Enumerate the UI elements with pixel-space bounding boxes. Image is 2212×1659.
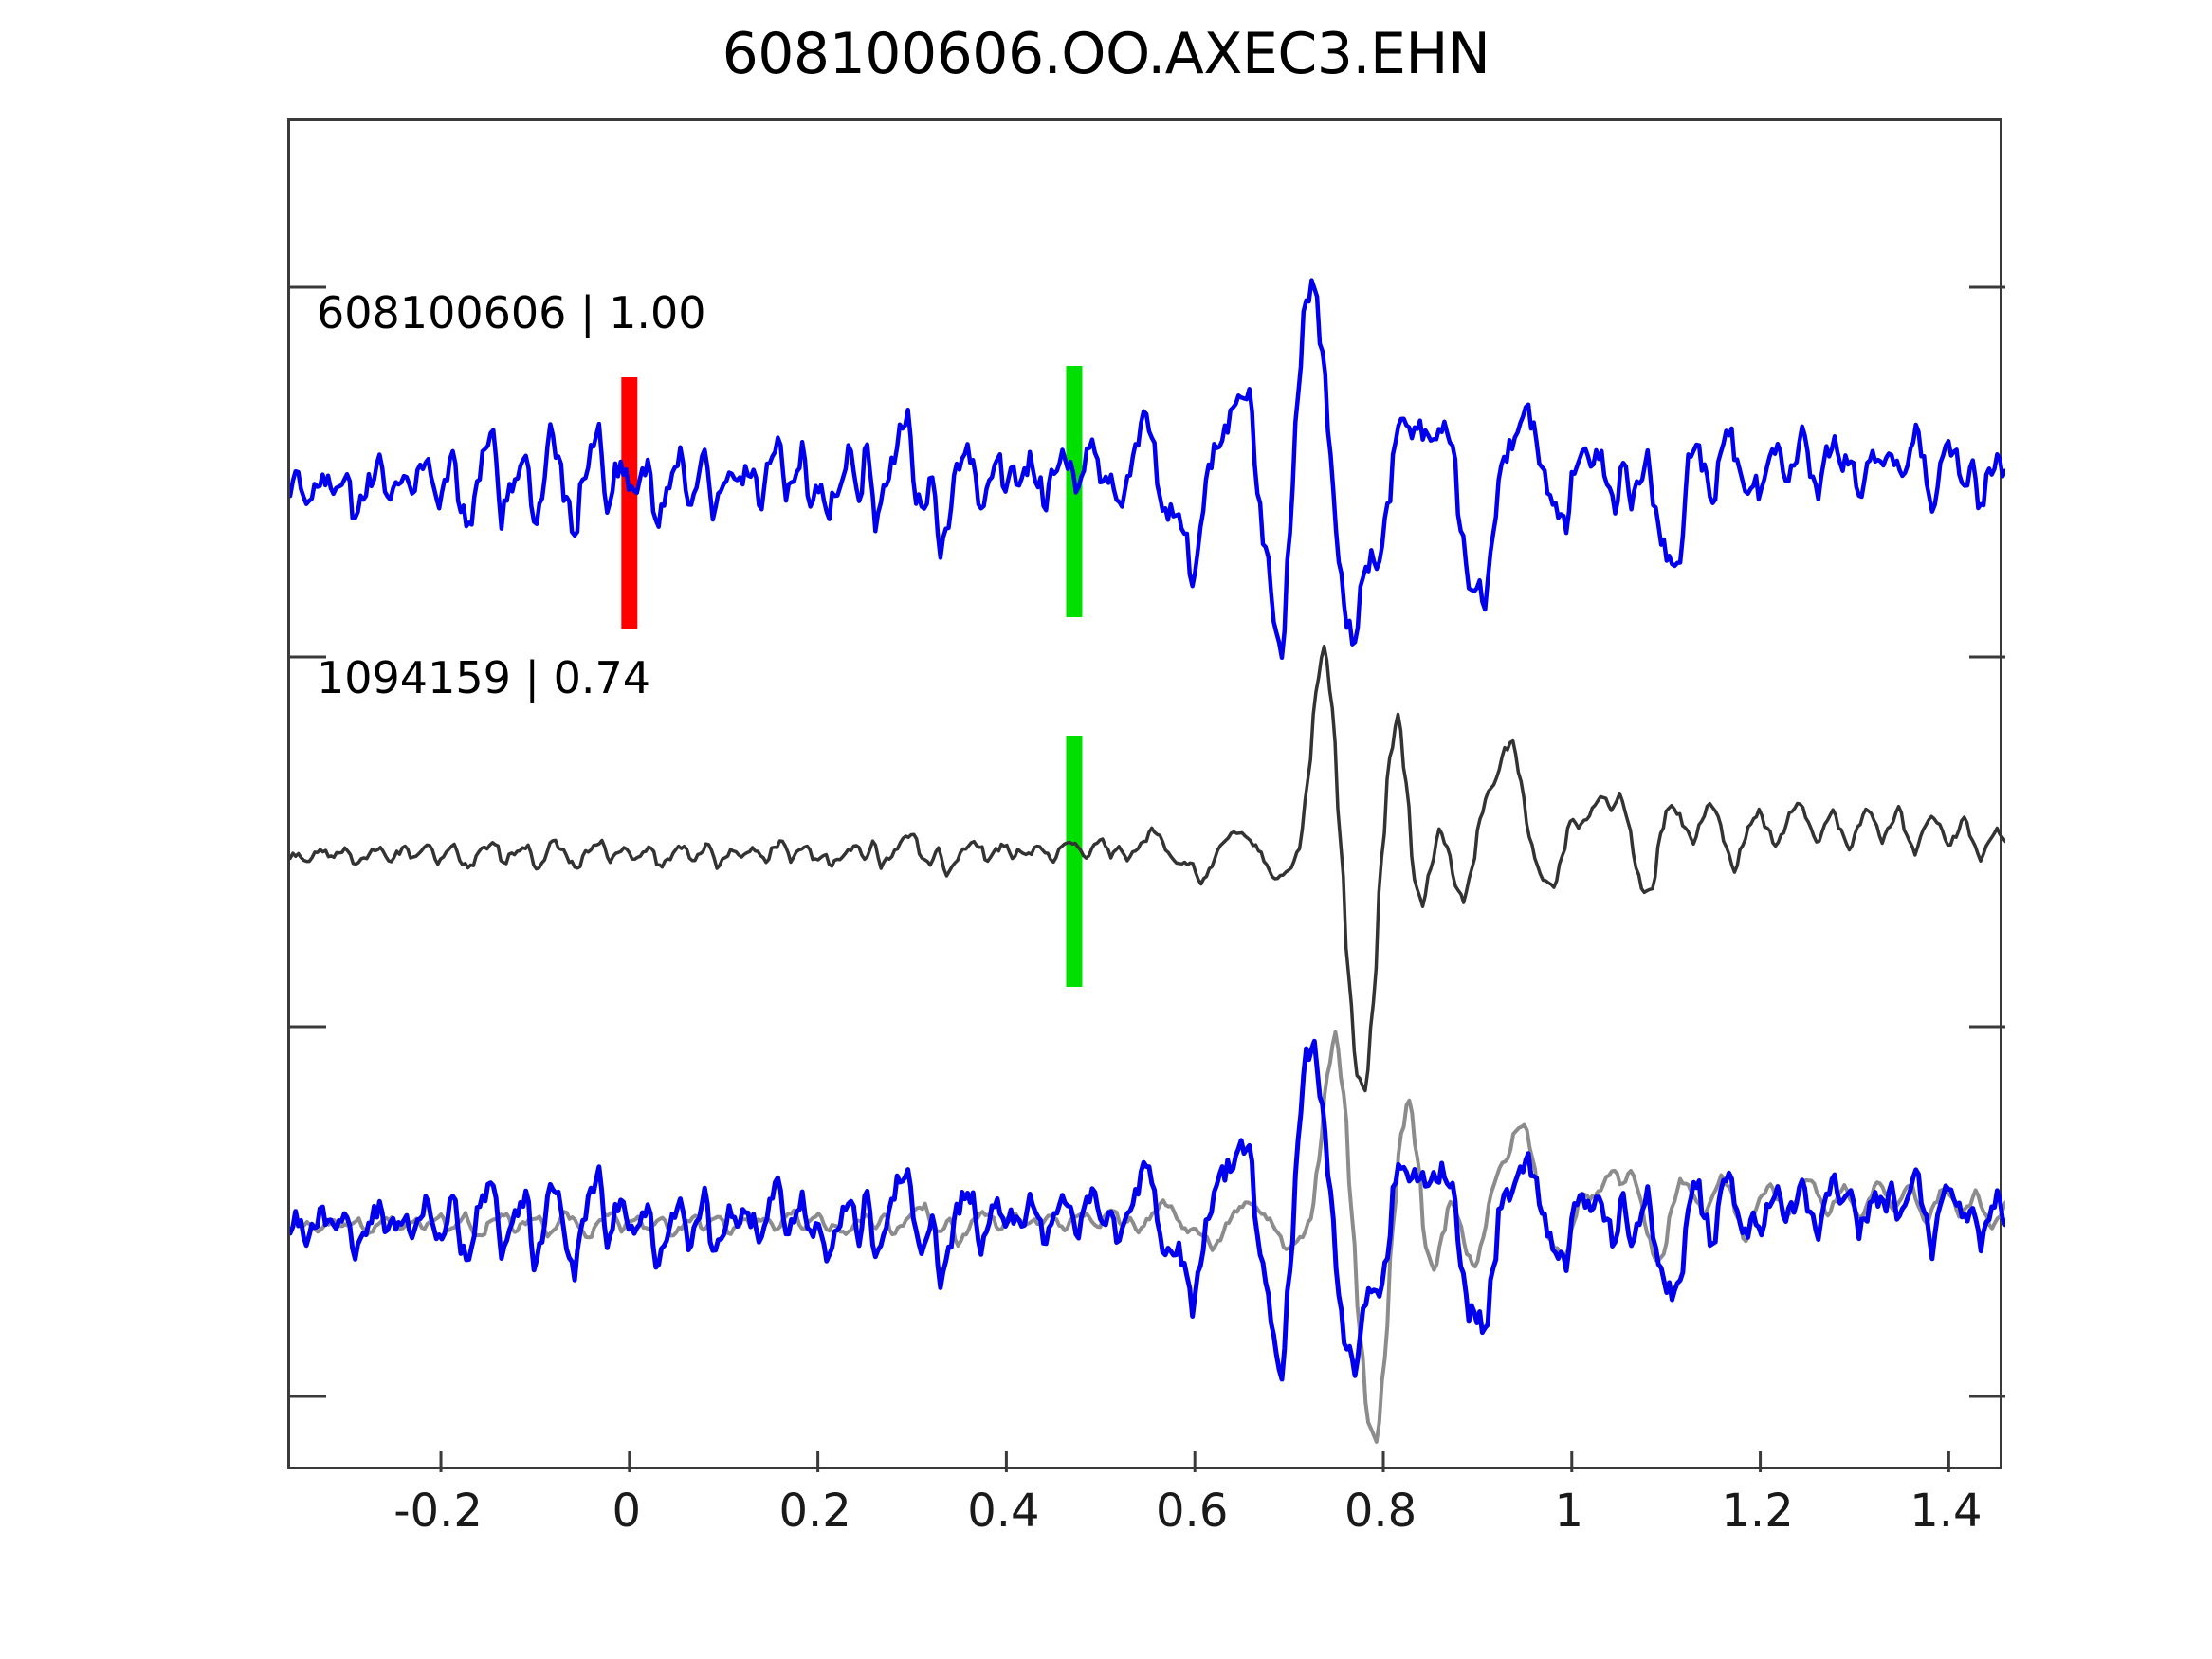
x-tick-label-5: 0.8 [1344,1485,1417,1538]
trace-overlay-blue [290,1038,2005,1382]
trace-label-template: 608100606 | 1.00 [317,287,706,338]
y-axis-ticks [290,285,2005,1398]
trace-template-blue [290,278,2005,661]
x-tick-label-1: 0 [612,1485,642,1538]
x-tick-label-6: 1 [1554,1485,1584,1538]
x-tick-label-7: 1.2 [1721,1485,1794,1538]
trace-label-detection: 1094159 | 0.74 [317,652,651,703]
x-tick-label-8: 1.4 [1910,1485,1983,1538]
page-title: 608100606.OO.AXEC3.EHN [722,21,1490,87]
x-tick-label-2: 0.2 [778,1485,851,1538]
marker-green-pick-mid [1066,736,1083,987]
x-tick-label-0: -0.2 [393,1485,483,1538]
x-tick-label-4: 0.6 [1156,1485,1229,1538]
waveform-canvas [290,278,2005,1472]
marker-red-origin [621,377,638,629]
plot-frame: 608100606 | 1.00 1094159 | 0.74 [287,118,2005,1472]
x-axis-ticks [439,1451,1950,1472]
x-tick-label-3: 0.4 [967,1485,1040,1538]
trace-detection-black [290,644,2005,1093]
